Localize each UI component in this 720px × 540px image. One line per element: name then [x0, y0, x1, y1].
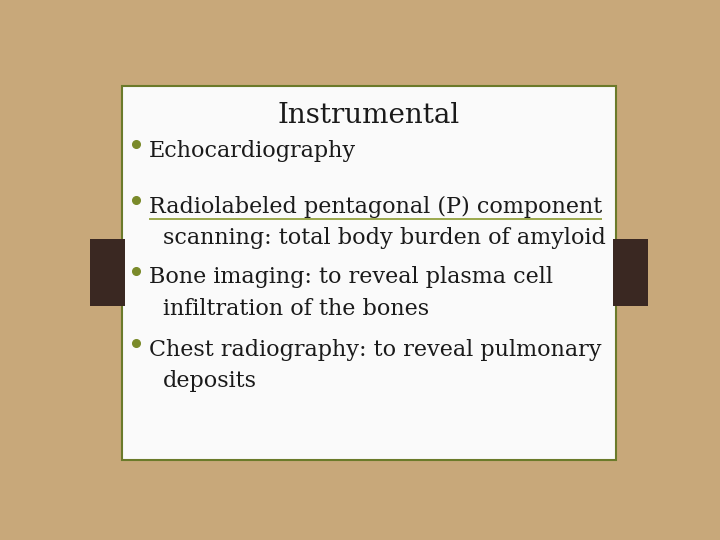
Text: Echocardiography: Echocardiography	[148, 140, 356, 161]
Bar	[90, 239, 125, 306]
Text: Chest radiography: to reveal pulmonary: Chest radiography: to reveal pulmonary	[148, 339, 601, 361]
Text: infiltration of the bones: infiltration of the bones	[163, 298, 428, 320]
Bar	[613, 239, 648, 306]
Text: Radiolabeled pentagonal (P) component: Radiolabeled pentagonal (P) component	[148, 196, 602, 218]
FancyBboxPatch shape	[122, 85, 616, 460]
Text: deposits: deposits	[163, 370, 256, 393]
Text: Bone imaging: to reveal plasma cell: Bone imaging: to reveal plasma cell	[148, 266, 552, 288]
Text: Instrumental: Instrumental	[278, 102, 460, 129]
Text: scanning: total body burden of amyloid: scanning: total body burden of amyloid	[163, 227, 606, 249]
